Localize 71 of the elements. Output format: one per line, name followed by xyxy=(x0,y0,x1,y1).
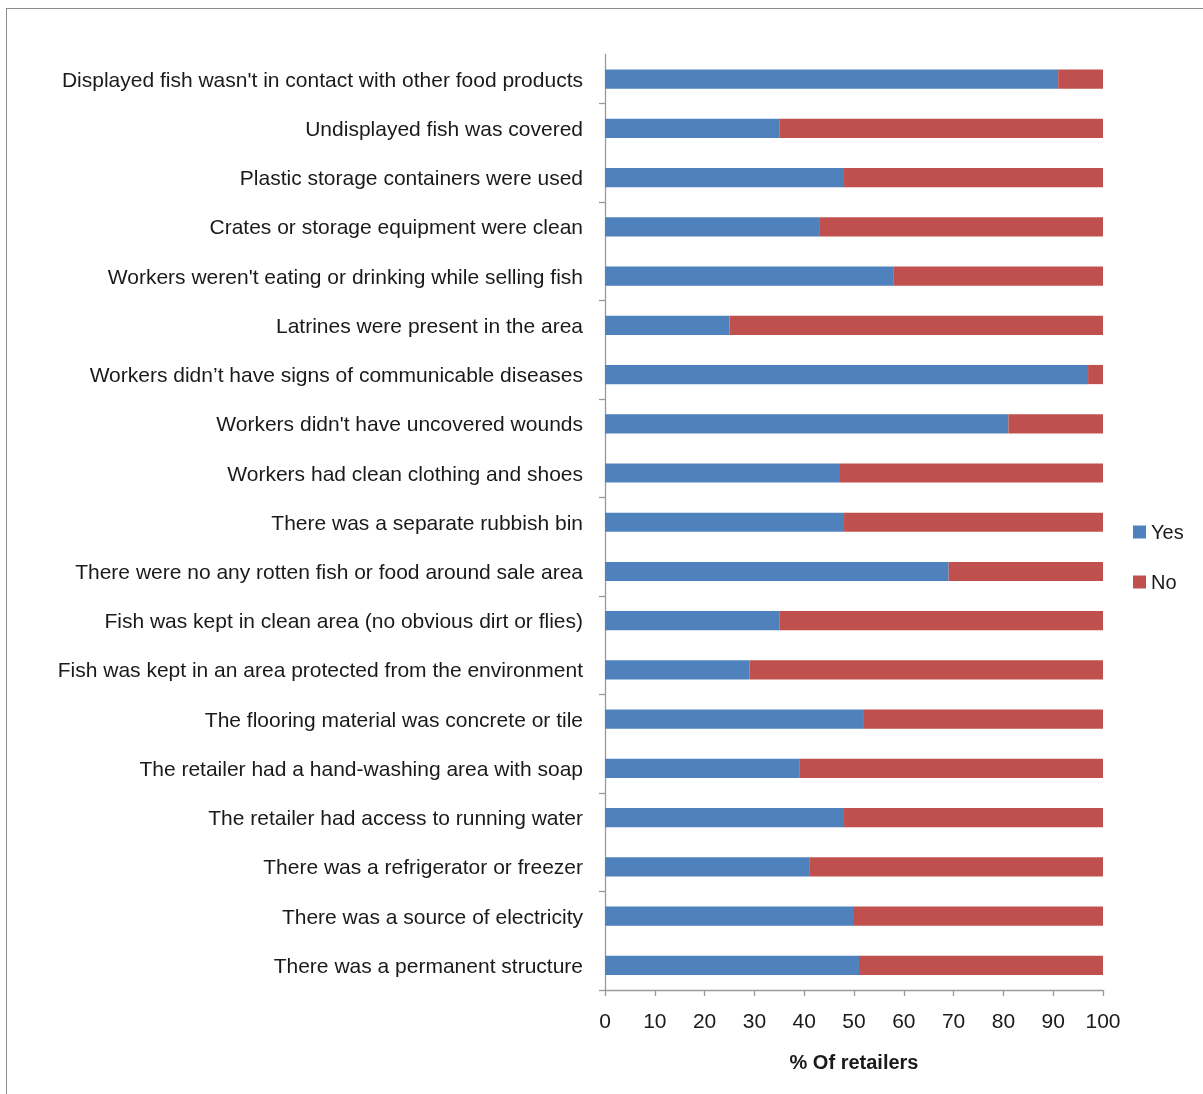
x-tick-label: 50 xyxy=(842,1009,866,1032)
bar xyxy=(605,955,859,975)
bar xyxy=(779,118,1103,138)
bar xyxy=(605,512,845,532)
y-tick-label: The retailer had a hand-washing area with soap xyxy=(139,756,583,780)
x-tick-label: 80 xyxy=(991,1009,1016,1032)
bar xyxy=(605,758,800,779)
bar xyxy=(844,808,1103,828)
y-tick-label: Crates or storage equipment were clean xyxy=(209,215,583,239)
y-tick-label: Plastic storage containers were used xyxy=(239,166,583,190)
y-tick-label: There was a source of electricity xyxy=(281,904,584,928)
bar xyxy=(605,906,854,926)
bar xyxy=(1088,364,1103,385)
bar xyxy=(749,660,1103,680)
bar xyxy=(819,217,1103,237)
bar xyxy=(605,660,750,680)
y-tick-label: Fish was kept in an area protected from the environment xyxy=(57,658,584,682)
legend-label: No xyxy=(1151,571,1177,593)
x-tick-label: 40 xyxy=(792,1009,816,1032)
bar xyxy=(1058,69,1103,89)
bar xyxy=(863,709,1103,729)
y-tick-label: Undisplayed fish was covered xyxy=(305,116,583,140)
y-tick-label: There was a refrigerator or freezer xyxy=(263,855,583,879)
bar xyxy=(799,758,1103,779)
bar xyxy=(729,315,1103,335)
y-tick-label: There were no any rotten fish or food around sale area xyxy=(75,559,584,583)
bar xyxy=(809,857,1103,877)
bar xyxy=(605,364,1089,385)
bar xyxy=(1008,414,1103,434)
bar xyxy=(605,266,894,286)
bar xyxy=(948,561,1103,582)
bar xyxy=(605,808,845,828)
bar xyxy=(605,611,780,631)
x-axis-title: % Of retailers xyxy=(789,1051,919,1073)
bar xyxy=(854,906,1103,926)
x-tick-label: 20 xyxy=(692,1009,717,1032)
y-tick-label: There was a separate rubbish bin xyxy=(271,510,583,534)
x-tick-label: 0 xyxy=(599,1009,611,1032)
x-tick-label: 10 xyxy=(643,1009,667,1032)
bar xyxy=(605,315,730,335)
bar xyxy=(844,512,1103,532)
legend-label: Yes xyxy=(1151,521,1184,543)
bar xyxy=(605,217,820,237)
bar xyxy=(605,118,780,138)
bar xyxy=(605,857,810,877)
x-tick-label: 30 xyxy=(742,1009,767,1032)
y-tick-label: The retailer had access to running water xyxy=(208,806,583,830)
bar xyxy=(893,266,1103,286)
bar xyxy=(844,167,1103,188)
y-tick-label: Displayed fish wasn't in contact with other food products xyxy=(61,67,583,91)
bar xyxy=(779,611,1103,631)
y-tick-label: Workers didn’t have signs of communicable diseases xyxy=(89,363,583,387)
bar xyxy=(858,955,1103,975)
bar xyxy=(605,561,949,582)
y-tick-label: Workers didn't have uncovered wounds xyxy=(216,412,583,436)
bar xyxy=(605,463,840,483)
x-tick-label: 90 xyxy=(1041,1009,1065,1032)
x-tick-label: 70 xyxy=(941,1009,966,1032)
y-tick-label: Workers weren't eating or drinking while selling fish xyxy=(107,264,583,288)
y-tick-label: Workers had clean clothing and shoes xyxy=(227,461,583,485)
y-tick-label: The flooring material was concrete or tile xyxy=(204,707,583,731)
y-tick-label: Latrines were present in the area xyxy=(275,313,584,337)
bar xyxy=(605,414,1009,434)
x-tick-label: 60 xyxy=(892,1009,916,1032)
bar xyxy=(605,167,845,188)
bar xyxy=(605,709,864,729)
y-tick-label: Fish was kept in clean area (no obvious dirt or flies) xyxy=(104,609,583,633)
x-tick-label: 100 xyxy=(1085,1009,1121,1032)
bar xyxy=(605,69,1059,89)
y-tick-label: There was a permanent structure xyxy=(273,953,583,977)
bar xyxy=(839,463,1103,483)
